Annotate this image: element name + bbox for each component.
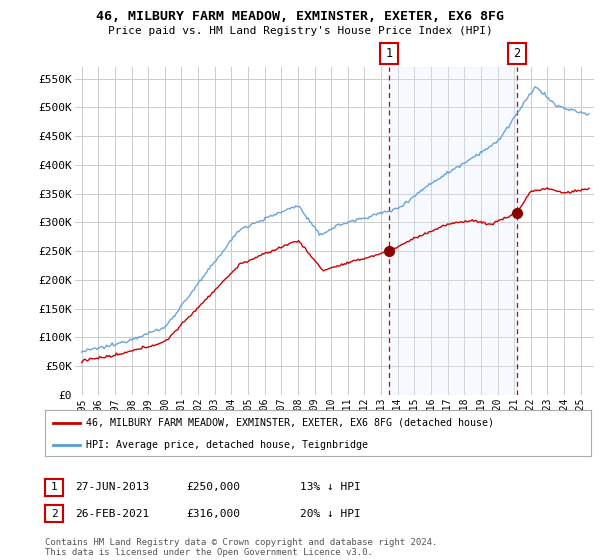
- Text: 46, MILBURY FARM MEADOW, EXMINSTER, EXETER, EX6 8FG: 46, MILBURY FARM MEADOW, EXMINSTER, EXET…: [96, 10, 504, 23]
- Text: £250,000: £250,000: [186, 482, 240, 492]
- Text: 26-FEB-2021: 26-FEB-2021: [75, 508, 149, 519]
- Text: Price paid vs. HM Land Registry's House Price Index (HPI): Price paid vs. HM Land Registry's House …: [107, 26, 493, 36]
- Text: 2: 2: [513, 47, 520, 60]
- Bar: [389, 67, 517, 395]
- Text: HPI: Average price, detached house, Teignbridge: HPI: Average price, detached house, Teig…: [86, 440, 368, 450]
- Text: 13% ↓ HPI: 13% ↓ HPI: [300, 482, 361, 492]
- Text: Contains HM Land Registry data © Crown copyright and database right 2024.
This d: Contains HM Land Registry data © Crown c…: [45, 538, 437, 557]
- Text: 27-JUN-2013: 27-JUN-2013: [75, 482, 149, 492]
- Text: 1: 1: [386, 47, 393, 60]
- Text: 46, MILBURY FARM MEADOW, EXMINSTER, EXETER, EX6 8FG (detached house): 46, MILBURY FARM MEADOW, EXMINSTER, EXET…: [86, 418, 494, 428]
- Text: 20% ↓ HPI: 20% ↓ HPI: [300, 508, 361, 519]
- Text: 1: 1: [50, 482, 58, 492]
- Text: £316,000: £316,000: [186, 508, 240, 519]
- Text: 2: 2: [50, 508, 58, 519]
